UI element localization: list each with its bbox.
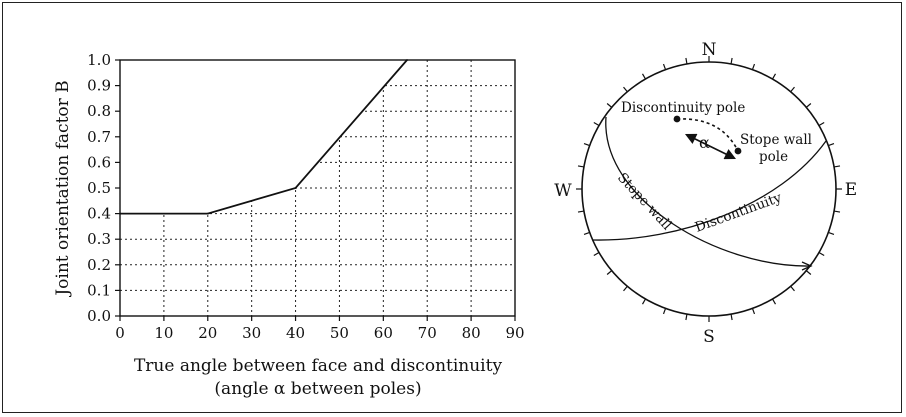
primitive-tick (771, 73, 777, 80)
primitive-tick (833, 210, 841, 213)
west-label: W (554, 181, 572, 201)
x-tick-label: 90 (505, 324, 524, 342)
alpha-label: α (699, 133, 710, 152)
y-tick-label: 0.2 (87, 256, 111, 274)
primitive-tick (685, 57, 688, 65)
primitive-tick (790, 86, 795, 93)
y-tick-label: 0.8 (87, 102, 111, 120)
y-tick-label: 0.4 (87, 205, 111, 223)
y-tick-label: 0.5 (87, 179, 111, 197)
primitive-tick (828, 231, 835, 236)
alpha-arrow (684, 133, 737, 160)
grid-mask (120, 60, 408, 214)
y-tick-label: 0.3 (87, 230, 111, 248)
primitive-tick (790, 285, 795, 292)
primitive-tick (805, 103, 812, 108)
x-tick-label: 20 (198, 324, 217, 342)
primitive-tick (593, 121, 600, 127)
grid-mask-above-curve (120, 60, 408, 214)
y-tick-label: 0.1 (87, 281, 111, 299)
primitive-tick (606, 103, 613, 108)
y-tick-label: 1.0 (87, 51, 111, 69)
south-label: S (703, 327, 715, 347)
x-tick-label: 10 (154, 324, 173, 342)
primitive-tick (751, 63, 756, 70)
y-axis-title: Joint orientation factor B (53, 80, 73, 297)
x-tick-label: 0 (115, 324, 125, 342)
x-tick-label: 60 (374, 324, 393, 342)
y-tick-label: 0.0 (87, 307, 111, 325)
primitive-tick (662, 308, 667, 315)
primitive-tick (833, 165, 841, 168)
curve-vertex (406, 59, 408, 61)
primitive-tick (641, 298, 647, 305)
x-axis-title-line2: (angle α between poles) (214, 379, 421, 399)
primitive-tick (583, 142, 590, 147)
x-axis-title-line1: True angle between face and discontinuit… (134, 356, 503, 376)
curve-vertices (119, 59, 408, 215)
primitive-tick-marks (576, 56, 842, 322)
primitive-tick (771, 298, 777, 305)
primitive-tick (828, 142, 835, 147)
primitive-tick (583, 231, 590, 236)
stope-wall-trace (605, 116, 812, 267)
stope-wall-trace-arrowhead (801, 261, 813, 271)
primitive-tick (606, 270, 613, 275)
primitive-tick (641, 73, 647, 80)
x-tick-label: 70 (418, 324, 437, 342)
y-tick-label: 0.9 (87, 77, 111, 95)
east-label: E (845, 180, 857, 200)
north-label: N (702, 40, 717, 60)
curve-vertex (206, 212, 209, 215)
primitive-tick (577, 210, 585, 213)
x-tick-label: 50 (330, 324, 349, 342)
y-tick-label: 0.7 (87, 128, 111, 146)
primitive-tick (577, 165, 585, 168)
stereonet-diagram: N S E W Stope wall Discontinuity Discont… (554, 40, 857, 347)
curve-vertex (119, 212, 121, 215)
factor-b-curve (120, 59, 408, 215)
discontinuity-pole-label: Discontinuity pole (621, 100, 745, 116)
primitive-tick (623, 86, 628, 93)
x-tick-labels: 0 10 20 30 40 50 60 70 80 90 (115, 324, 524, 342)
stope-wall-pole-label-line1: Stope wall (740, 132, 812, 148)
primitive-tick (685, 313, 688, 321)
primitive-tick (730, 57, 733, 65)
axis-ticks (115, 59, 516, 321)
primitive-tick (751, 308, 756, 315)
x-tick-label: 30 (242, 324, 261, 342)
x-tick-label: 80 (462, 324, 481, 342)
primitive-tick (805, 270, 812, 275)
curve-vertex (294, 187, 297, 189)
y-tick-labels: 0.0 0.1 0.2 0.3 0.4 0.5 0.6 0.7 0.8 0.9 1.0 (87, 51, 111, 325)
primitive-tick (623, 285, 628, 292)
stope-wall-pole-label-line2: pole (759, 149, 788, 165)
x-tick-label: 40 (286, 324, 305, 342)
primitive-tick (593, 251, 600, 257)
discontinuity-trace (591, 140, 827, 241)
y-tick-label: 0.6 (87, 153, 111, 171)
joint-orientation-chart: 0 10 20 30 40 50 60 70 80 90 0.00.10.20.30.40.50.… (53, 51, 525, 399)
discontinuity-trace-label: Discontinuity (693, 189, 784, 235)
primitive-tick (730, 313, 733, 321)
stope-wall-trace-label: Stope wall (614, 170, 675, 234)
primitive-tick (818, 251, 825, 257)
primitive-tick (818, 121, 825, 127)
primitive-tick (662, 63, 667, 70)
